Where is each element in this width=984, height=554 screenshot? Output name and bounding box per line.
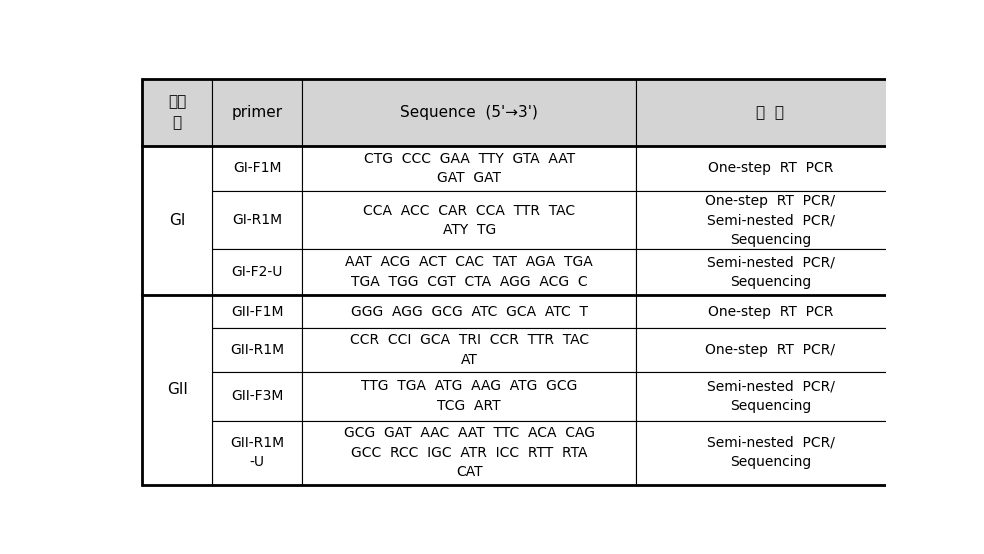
Text: GII-R1M
-U: GII-R1M -U: [230, 437, 284, 469]
Text: Semi-nested  PCR/
Sequencing: Semi-nested PCR/ Sequencing: [707, 255, 834, 289]
Bar: [142, 146, 213, 295]
Text: CTG  CCC  GAA  TTY  GTA  AAT
GAT  GAT: CTG CCC GAA TTY GTA AAT GAT GAT: [364, 152, 575, 185]
Text: TTG  TGA  ATG  AAG  ATG  GCG
TCG  ART: TTG TGA ATG AAG ATG GCG TCG ART: [361, 379, 578, 413]
Bar: [142, 79, 213, 146]
Text: Semi-nested  PCR/
Sequencing: Semi-nested PCR/ Sequencing: [707, 436, 834, 469]
Bar: [213, 249, 302, 295]
Bar: [637, 295, 904, 329]
Text: CCR  CCI  GCA  TRI  CCR  TTR  TAC
AT: CCR CCI GCA TRI CCR TTR TAC AT: [349, 333, 588, 367]
Text: GI-F1M: GI-F1M: [233, 161, 281, 176]
Text: 유전
형: 유전 형: [168, 94, 186, 130]
Bar: [637, 191, 904, 249]
Bar: [637, 372, 904, 420]
Text: GCG  GAT  AAC  AAT  TTC  ACA  CAG
GCC  RCC  IGC  ATR  ICC  RTT  RTA
CAT: GCG GAT AAC AAT TTC ACA CAG GCC RCC IGC …: [343, 426, 594, 479]
Bar: [637, 79, 904, 146]
Bar: [213, 329, 302, 372]
Text: AAT  ACG  ACT  CAC  TAT  AGA  TGA
TGA  TGG  CGT  CTA  AGG  ACG  C: AAT ACG ACT CAC TAT AGA TGA TGA TGG CGT …: [345, 255, 593, 289]
Bar: [142, 295, 213, 485]
Bar: [302, 249, 637, 295]
Text: primer: primer: [231, 105, 282, 120]
Text: One-step  RT  PCR/
Semi-nested  PCR/
Sequencing: One-step RT PCR/ Semi-nested PCR/ Sequen…: [706, 194, 835, 247]
Bar: [637, 146, 904, 191]
Bar: [302, 146, 637, 191]
Bar: [302, 79, 637, 146]
Text: GII-R1M: GII-R1M: [230, 343, 284, 357]
Text: Semi-nested  PCR/
Sequencing: Semi-nested PCR/ Sequencing: [707, 379, 834, 413]
Bar: [302, 372, 637, 420]
Text: GGG  AGG  GCG  ATC  GCA  ATC  T: GGG AGG GCG ATC GCA ATC T: [350, 305, 587, 319]
Bar: [213, 79, 302, 146]
Bar: [637, 329, 904, 372]
Text: One-step  RT  PCR: One-step RT PCR: [707, 305, 833, 319]
Bar: [302, 329, 637, 372]
Text: GII: GII: [166, 382, 188, 397]
Text: Sequence  (5'→3'): Sequence (5'→3'): [400, 105, 538, 120]
Bar: [637, 249, 904, 295]
Bar: [302, 420, 637, 485]
Text: One-step  RT  PCR: One-step RT PCR: [707, 161, 833, 176]
Bar: [213, 420, 302, 485]
Text: GI: GI: [169, 213, 185, 228]
Text: One-step  RT  PCR/: One-step RT PCR/: [706, 343, 835, 357]
Bar: [213, 191, 302, 249]
Bar: [637, 420, 904, 485]
Bar: [213, 146, 302, 191]
Text: GII-F3M: GII-F3M: [231, 389, 283, 403]
Bar: [302, 295, 637, 329]
Bar: [213, 295, 302, 329]
Text: GI-F2-U: GI-F2-U: [231, 265, 283, 279]
Text: 적  용: 적 용: [757, 105, 784, 120]
Text: GII-F1M: GII-F1M: [231, 305, 283, 319]
Text: CCA  ACC  CAR  CCA  TTR  TAC
ATY  TG: CCA ACC CAR CCA TTR TAC ATY TG: [363, 203, 576, 237]
Text: GI-R1M: GI-R1M: [232, 213, 282, 227]
Bar: [302, 191, 637, 249]
Bar: [213, 372, 302, 420]
